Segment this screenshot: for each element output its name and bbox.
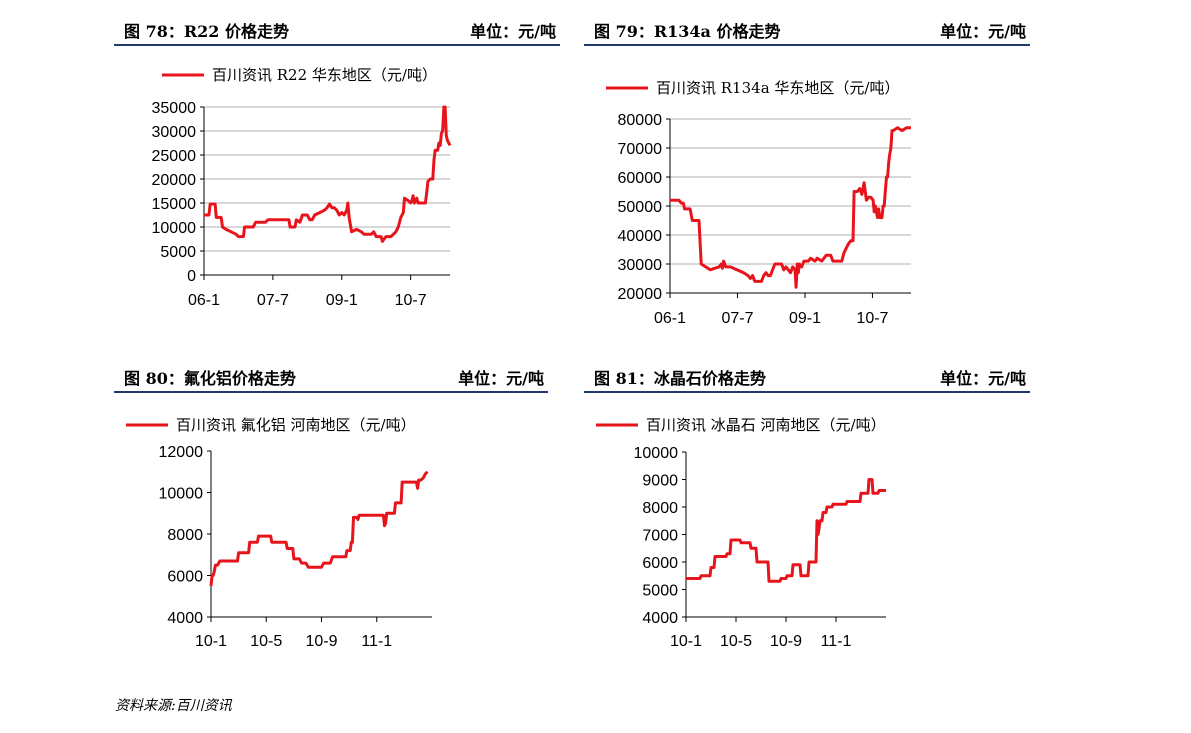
y-tick-label: 50000: [618, 199, 663, 216]
x-tick-label: 10-1: [195, 633, 227, 650]
chart-unit: 单位：元/吨: [458, 369, 544, 388]
x-tick-label: 10-9: [305, 633, 337, 650]
y-tick-label: 8000: [167, 527, 203, 544]
y-tick-label: 4000: [642, 610, 678, 627]
y-tick-label: 4000: [167, 610, 203, 627]
y-tick-label: 6000: [642, 555, 678, 572]
y-tick-label: 5000: [642, 583, 678, 600]
x-tick-label: 07-7: [257, 292, 289, 309]
y-tick-label: 70000: [618, 141, 663, 158]
y-tick-label: 9000: [642, 473, 678, 490]
chart-r22: 百川资讯 R22 华东地区（元/吨） 0 5000 10000 15000 20000 25…: [152, 66, 452, 309]
y-tick-label: 30000: [152, 124, 197, 141]
chart-unit: 单位：元/吨: [940, 22, 1026, 41]
chart-header-80: 图 80：氟化铝价格走势 单位：元/吨: [114, 359, 548, 393]
x-tick-label: 09-1: [789, 310, 821, 327]
y-tick-label: 20000: [152, 172, 197, 189]
x-tick-label: 11-1: [821, 633, 852, 650]
x-tick-label: 10-9: [770, 633, 802, 650]
chart-unit: 单位：元/吨: [940, 369, 1026, 388]
series-line: [204, 105, 452, 243]
x-tick-label: 11-1: [361, 633, 392, 650]
y-tick-label: 60000: [618, 170, 663, 187]
y-tick-label: 0: [187, 268, 196, 285]
x-tick-label: 10-5: [720, 633, 752, 650]
x-tick-label: 09-1: [326, 292, 358, 309]
chart-title: 图 80：氟化铝价格走势: [124, 369, 296, 388]
series-line: [209, 470, 429, 587]
chart-r134a: 百川资讯 R134a 华东地区（元/吨） 20000 30000 40000 50000…: [606, 79, 911, 327]
x-tick-label: 10-1: [670, 633, 702, 650]
y-tick-label: 10000: [634, 445, 679, 462]
chart-title: 图 81：冰晶石价格走势: [594, 369, 766, 388]
y-tick-label: 7000: [642, 528, 678, 545]
chart-header-79: 图 79：R134a 价格走势 单位：元/吨: [584, 12, 1030, 46]
y-tick-label: 10000: [152, 220, 197, 237]
x-tick-label: 10-5: [250, 633, 282, 650]
y-tick-label: 6000: [167, 569, 203, 586]
x-tick-label: 10-7: [395, 292, 427, 309]
legend-label: 百川资讯 冰晶石 河南地区（元/吨）: [646, 416, 886, 434]
legend-label: 百川资讯 氟化铝 河南地区（元/吨）: [176, 416, 416, 434]
chart-cryolite: 百川资讯 冰晶石 河南地区（元/吨） 4000 5000 6000 7000 8000 90…: [596, 416, 886, 650]
y-tick-label: 5000: [160, 244, 196, 261]
chart-header-78: 图 78：R22 价格走势 单位：元/吨: [114, 12, 560, 46]
legend-label: 百川资讯 R134a 华东地区（元/吨）: [656, 79, 899, 97]
chart-title: 图 79：R134a 价格走势: [594, 22, 781, 41]
chart-unit: 单位：元/吨: [470, 22, 556, 41]
y-tick-label: 12000: [159, 444, 204, 461]
x-tick-label: 10-7: [856, 310, 888, 327]
chart-aluminium-fluoride: 百川资讯 氟化铝 河南地区（元/吨） 4000 6000 8000 10000 12000…: [126, 416, 432, 650]
y-tick-label: 8000: [642, 500, 678, 517]
y-tick-label: 80000: [618, 112, 663, 129]
y-tick-label: 35000: [152, 100, 197, 117]
x-tick-label: 06-1: [188, 292, 220, 309]
x-tick-label: 07-7: [721, 310, 753, 327]
y-tick-label: 20000: [618, 286, 663, 303]
chart-header-81: 图 81：冰晶石价格走势 单位：元/吨: [584, 359, 1030, 393]
series-line: [670, 126, 911, 289]
y-tick-label: 10000: [159, 486, 204, 503]
legend-label: 百川资讯 R22 华东地区（元/吨）: [212, 66, 437, 84]
y-tick-label: 25000: [152, 148, 197, 165]
chart-title: 图 78：R22 价格走势: [124, 22, 289, 41]
x-tick-label: 06-1: [654, 310, 686, 327]
y-tick-label: 30000: [618, 257, 663, 274]
series-line: [686, 478, 886, 583]
y-tick-label: 15000: [152, 196, 197, 213]
source-note: 资料来源:百川资讯: [115, 698, 232, 714]
y-tick-label: 40000: [618, 228, 663, 245]
